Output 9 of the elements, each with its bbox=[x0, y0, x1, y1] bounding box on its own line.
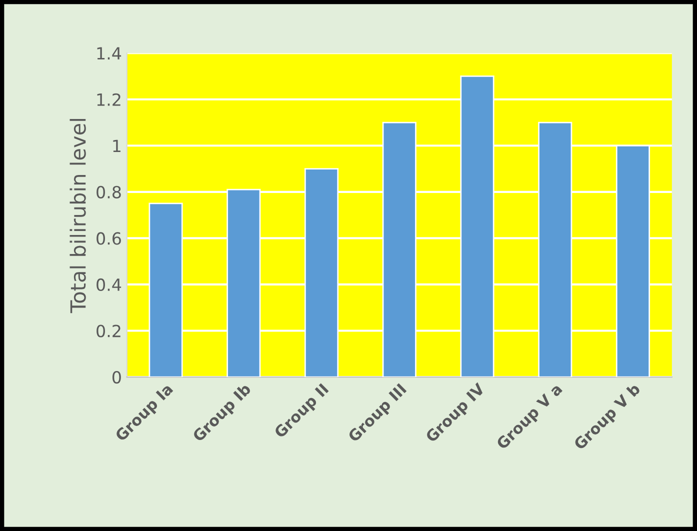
y-tick-label: 1 bbox=[113, 140, 120, 152]
y-tick-label: 1.4 bbox=[97, 47, 122, 60]
y-axis-title: Total bilirubin level bbox=[70, 119, 86, 314]
y-tick-label: 0.2 bbox=[96, 324, 120, 338]
y-tick-label: 0 bbox=[112, 370, 121, 384]
y-tick-label: 1.2 bbox=[97, 93, 120, 106]
y-tick-label: 0.4 bbox=[96, 278, 122, 292]
y-tick-label: 0.8 bbox=[96, 186, 121, 198]
y-tick-label: 0.6 bbox=[96, 232, 121, 245]
